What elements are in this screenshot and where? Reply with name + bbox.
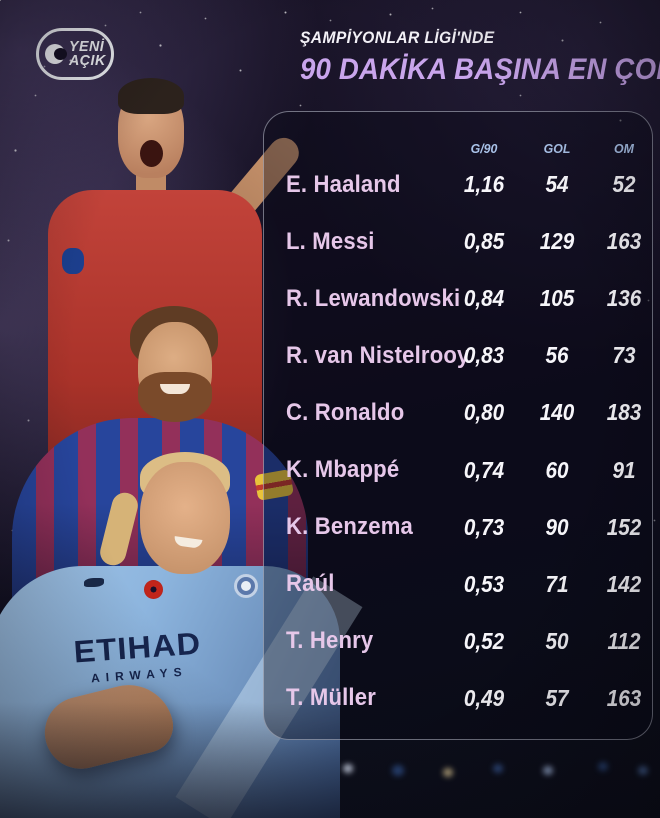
table-row: R. Lewandowski 0,84 105 136	[286, 270, 641, 327]
g90-value: 0,73	[463, 513, 505, 540]
player-name: T. Henry	[286, 627, 374, 655]
om-value: 136	[606, 285, 642, 312]
om-value: 163	[606, 684, 642, 711]
om-value: 73	[612, 342, 636, 369]
lewandowski-mouth	[140, 140, 163, 167]
g90-value: 0,52	[463, 627, 505, 654]
gol-value: 105	[539, 285, 575, 312]
om-value: 91	[612, 456, 636, 483]
om-value: 183	[606, 399, 642, 426]
table-row: L. Messi 0,85 129 163	[286, 213, 641, 270]
club-badge	[234, 574, 258, 598]
player-name: C. Ronaldo	[286, 398, 405, 426]
table-row: T. Müller 0,49 57 163	[286, 670, 641, 727]
g90-value: 0,83	[463, 342, 505, 369]
g90-value: 0,74	[463, 456, 505, 483]
gol-value: 57	[545, 684, 569, 711]
gol-value: 71	[545, 570, 569, 597]
table-row: E. Haaland 1,16 54 52	[286, 156, 636, 213]
crescent-logo-icon	[45, 44, 67, 64]
title-block: ŞAMPİYONLAR LİGİ'NDE 90 DAKİKA BAŞINA EN…	[300, 28, 660, 87]
haaland-ponytail	[97, 489, 141, 569]
table-row: C. Ronaldo 0,80 140 183	[286, 384, 641, 441]
om-value: 163	[606, 228, 642, 255]
player-name: R. Lewandowski	[286, 284, 461, 312]
player-name: R. van Nistelrooy	[286, 341, 470, 369]
title-kicker: ŞAMPİYONLAR LİGİ'NDE	[300, 28, 495, 47]
player-name: Raúl	[286, 570, 335, 598]
gol-value: 56	[545, 342, 569, 369]
logo-word-line2: AÇIK	[69, 52, 106, 69]
sleeve-patch	[62, 248, 84, 274]
column-header-g90: G/90	[470, 141, 498, 156]
player-name: E. Haaland	[286, 170, 401, 198]
om-value: 152	[606, 513, 642, 540]
messi-smile	[160, 384, 190, 394]
gol-value: 90	[545, 513, 569, 540]
g90-value: 0,84	[463, 285, 505, 312]
om-value: 112	[607, 627, 641, 654]
player-name: K. Benzema	[286, 513, 414, 541]
player-name: K. Mbappé	[286, 456, 400, 484]
logo-word-line1: YENİ	[69, 37, 105, 55]
g90-value: 0,85	[463, 228, 505, 255]
table-row: T. Henry 0,52 50 112	[286, 613, 640, 670]
table-row: Raúl 0,53 71 142	[286, 556, 641, 613]
g90-value: 1,16	[463, 171, 505, 198]
poppy-pin	[144, 580, 163, 599]
table-body: E. Haaland 1,16 54 52 L. Messi 0,85 129 …	[286, 156, 641, 727]
g90-value: 0,53	[463, 570, 505, 597]
stats-panel: G/90 GOL OM E. Haaland 1,16 54 52 L. Mes…	[263, 111, 653, 740]
table-row: R. van Nistelrooy 0,83 56 73	[286, 327, 636, 384]
haaland-head	[140, 462, 230, 574]
column-header-om: OM	[614, 141, 634, 156]
table-row: K. Benzema 0,73 90 152	[286, 499, 641, 556]
g90-value: 0,80	[463, 399, 505, 426]
player-name: L. Messi	[286, 227, 375, 255]
table-header-row: G/90 GOL OM	[286, 122, 635, 156]
page-title: 90 DAKİKA BAŞINA EN ÇOK GOL	[300, 53, 660, 86]
player-name: T. Müller	[286, 684, 376, 712]
logo-wordmark: YENİ AÇIK	[69, 37, 106, 69]
gol-value: 54	[545, 171, 569, 198]
g90-value: 0,49	[463, 684, 505, 711]
table-row: K. Mbappé 0,74 60 91	[286, 441, 636, 498]
column-header-gol: GOL	[543, 141, 571, 156]
yeni-acik-logo: YENİ AÇIK	[36, 28, 114, 80]
gol-value: 140	[539, 399, 575, 426]
om-value: 52	[612, 171, 636, 198]
om-value: 142	[606, 570, 642, 597]
gol-value: 129	[539, 228, 575, 255]
gol-value: 50	[545, 627, 569, 654]
messi-beard	[138, 372, 212, 422]
lewandowski-hair	[118, 78, 184, 114]
puma-logo	[84, 578, 104, 587]
gol-value: 60	[545, 456, 569, 483]
